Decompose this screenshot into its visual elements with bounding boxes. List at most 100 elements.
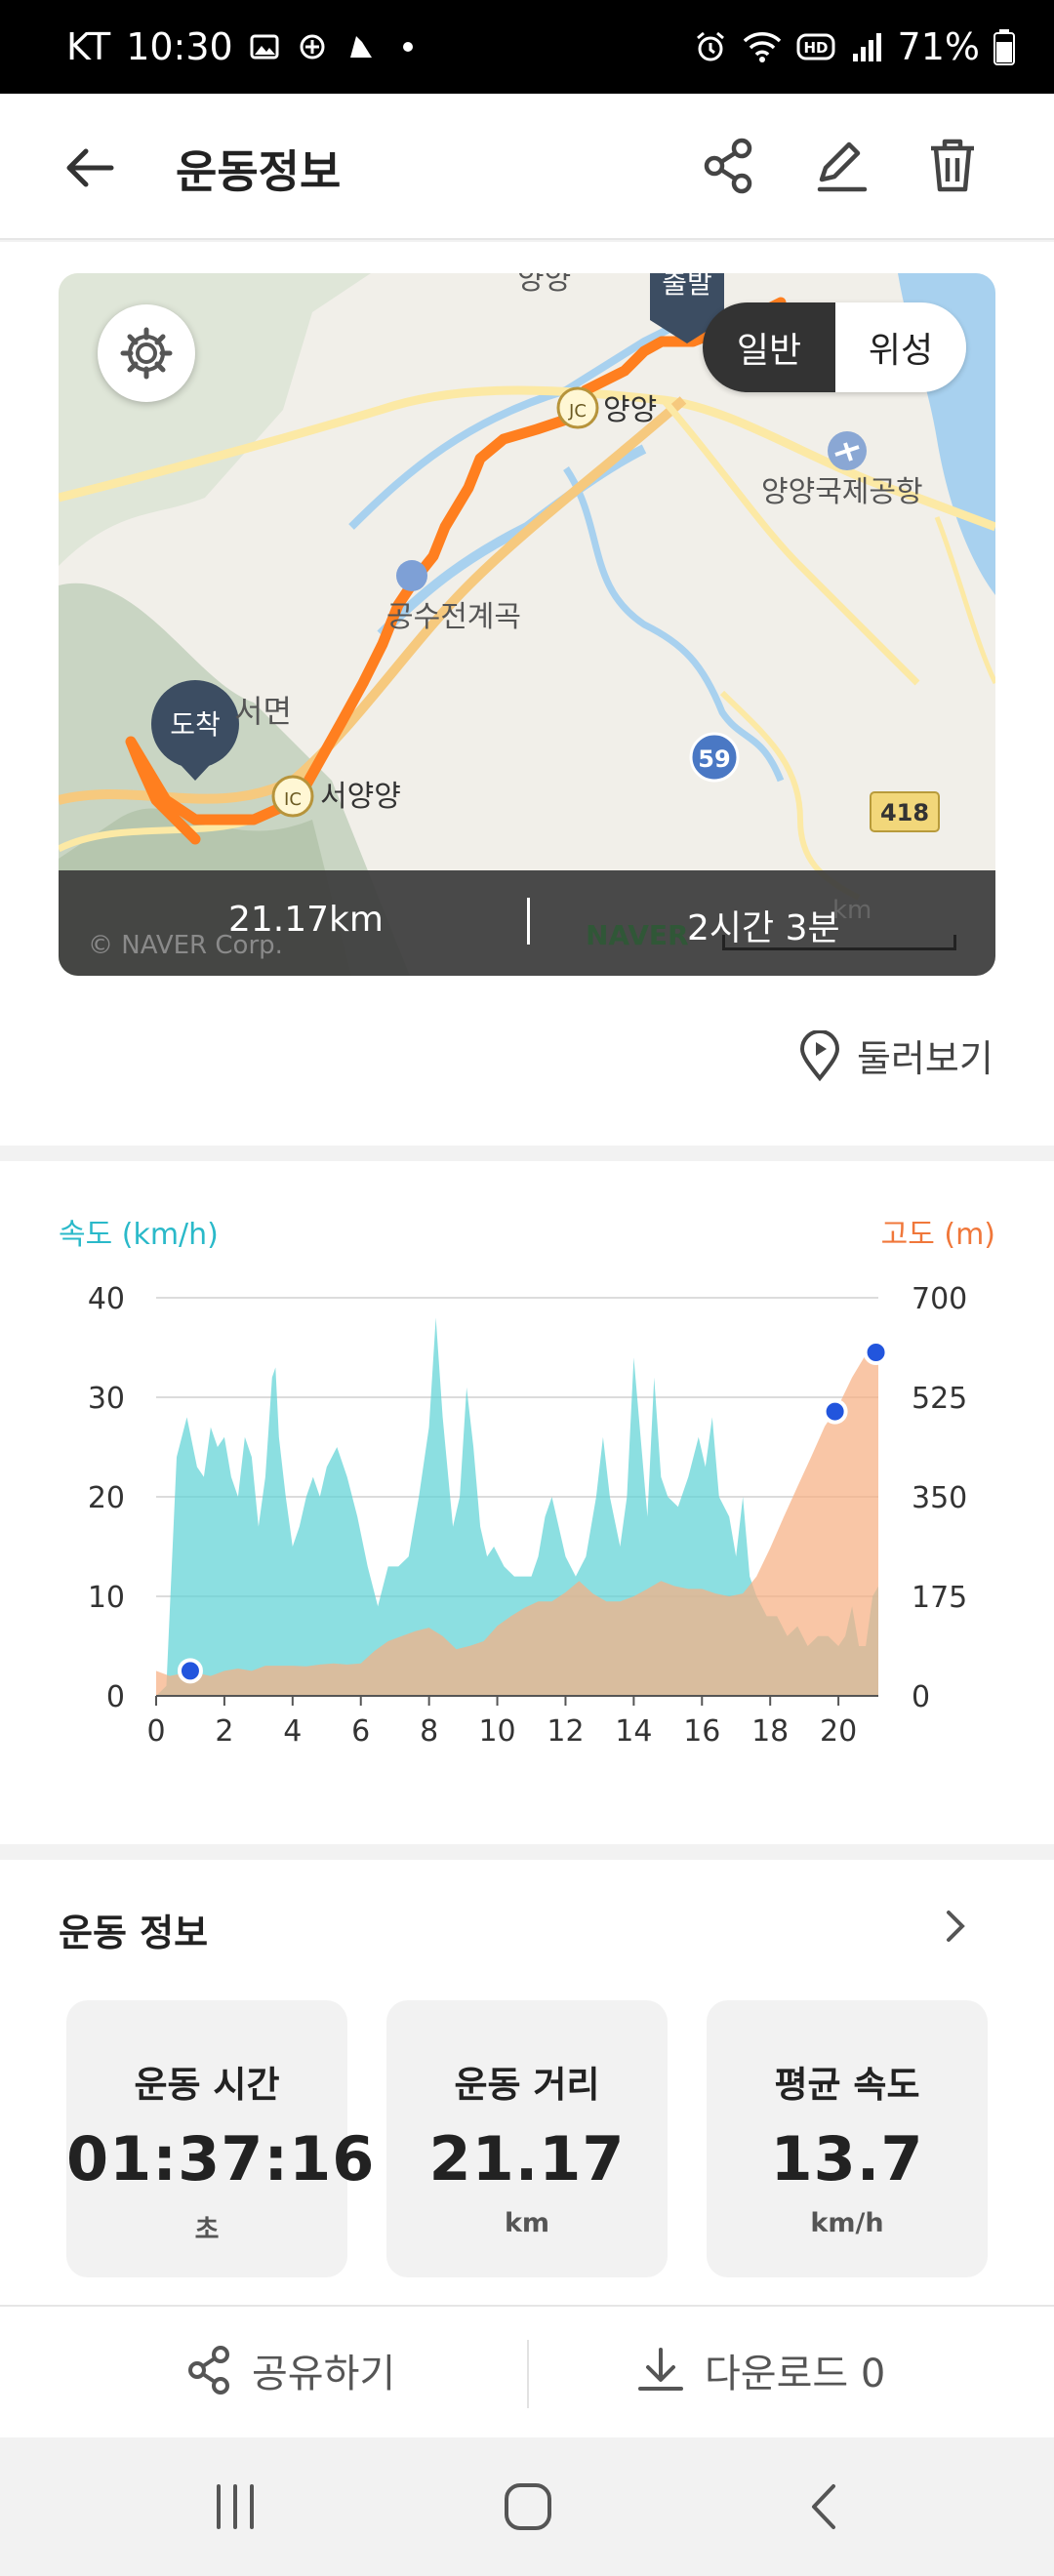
x-tick-label: 20 [820, 1714, 857, 1749]
map-type-normal[interactable]: 일반 [703, 302, 835, 392]
x-tick-label: 18 [751, 1714, 789, 1749]
data-point-marker [177, 1658, 203, 1684]
altitude-area-series [156, 1343, 878, 1696]
battery-percent: 71% [897, 25, 980, 68]
share-button[interactable]: 공유하기 [185, 2342, 395, 2398]
y-right-tick-label: 175 [912, 1581, 967, 1615]
y-left-tick-label: 0 [106, 1680, 125, 1714]
more-notifications-dot [402, 42, 413, 52]
map-label-seomyeon: 서면 [234, 693, 292, 730]
hd-voice-icon: HD [796, 33, 835, 60]
gallery-notification-icon [250, 34, 279, 60]
battery-icon [993, 29, 1015, 65]
download-button[interactable]: 다운로드 0 [634, 2342, 885, 2398]
map-copyright: © NAVER Corp. [88, 931, 283, 960]
naver-watermark: NAVER [586, 919, 689, 951]
stat-value: 13.7 [770, 2123, 924, 2194]
back-arrow-icon[interactable] [61, 139, 119, 197]
map-label-yangyang: 양양 [603, 393, 657, 427]
stat-card-time: 운동 시간 01:37:16 초 [66, 2000, 376, 2277]
gear-icon [120, 327, 173, 380]
map-type-satellite[interactable]: 위성 [835, 302, 966, 392]
route-59-label: 59 [698, 745, 730, 773]
map-label-gongsu: 공수전계곡 [386, 600, 521, 634]
app-notification-icon [300, 34, 325, 60]
route-duration: 2시간 3분 [687, 908, 840, 948]
app-bar: 운동정보 [0, 94, 1054, 240]
wifi-icon [743, 32, 781, 62]
route-map[interactable]: 출발 도착 양양 JC 양양 양양국제공항 공수전계곡 서면 IC 서양양 59… [59, 273, 995, 976]
edit-icon[interactable] [810, 135, 872, 197]
share-icon[interactable] [699, 135, 761, 197]
location-pin-icon [799, 1029, 840, 1081]
summary-divider [527, 898, 530, 945]
route-distance: 21.17km [228, 900, 384, 940]
map-label-seoyangyang: 서양양 [320, 780, 401, 814]
exercise-info-title: 운동 정보 [59, 1912, 209, 1954]
recent-apps-icon[interactable] [209, 2480, 262, 2533]
system-navigation-bar [0, 2437, 1054, 2576]
map-label-airport: 양양국제공항 [761, 475, 923, 509]
svg-text:HD: HD [803, 39, 828, 57]
stat-value: 01:37:16 [66, 2123, 376, 2194]
x-tick-label: 4 [283, 1714, 302, 1749]
end-pin: 도착 [151, 680, 239, 781]
action-divider [527, 2340, 529, 2408]
download-label: 다운로드 0 [705, 2352, 886, 2396]
map-label-top: 양양 [517, 273, 571, 297]
map-type-toggle: 일반 위성 [703, 302, 966, 392]
y-right-tick-label: 0 [912, 1680, 930, 1714]
stat-label: 평균 속도 [774, 2064, 920, 2106]
map-scale-bar: km [722, 896, 956, 950]
carrier-label: KT [66, 25, 111, 68]
x-tick-label: 10 [478, 1714, 515, 1749]
x-tick-label: 2 [215, 1714, 233, 1749]
start-pin-label: 출발 [662, 273, 712, 300]
y-left-tick-label: 30 [88, 1382, 125, 1416]
look-around-button[interactable]: 둘러보기 [796, 1028, 993, 1082]
system-back-icon[interactable] [800, 2480, 853, 2533]
look-around-label: 둘러보기 [857, 1037, 993, 1080]
x-tick-label: 14 [615, 1714, 652, 1749]
page-title: 운동정보 [176, 145, 342, 198]
y-right-tick-label: 525 [912, 1382, 967, 1416]
status-bar: KT 10:30 HD 71% [0, 0, 1054, 94]
speed-axis-label: 속도 (km/h) [59, 1218, 219, 1252]
map-settings-button[interactable] [98, 304, 195, 402]
x-tick-label: 0 [146, 1714, 165, 1749]
share-icon [188, 2346, 229, 2395]
data-point-marker [863, 1339, 889, 1365]
home-icon[interactable] [502, 2480, 554, 2533]
alarm-icon [696, 31, 724, 61]
route-418-label: 418 [880, 799, 929, 826]
share-label: 공유하기 [252, 2352, 396, 2396]
end-pin-label: 도착 [170, 708, 221, 741]
airport-icon [828, 431, 867, 470]
delete-icon[interactable] [921, 135, 984, 197]
ic-label: IC [284, 789, 302, 810]
stat-value: 21.17 [428, 2123, 626, 2194]
x-tick-label: 6 [351, 1714, 370, 1749]
y-left-tick-label: 40 [88, 1282, 125, 1316]
y-right-tick-label: 700 [912, 1282, 967, 1316]
jc-label: JC [568, 401, 587, 422]
altitude-axis-label: 고도 (m) [880, 1218, 995, 1252]
signal-icon [852, 33, 881, 61]
y-left-tick-label: 10 [88, 1581, 125, 1615]
clock: 10:30 [126, 25, 233, 68]
chevron-right-icon[interactable] [935, 1907, 974, 1946]
map-scale-unit: km [832, 896, 872, 925]
stat-unit: km/h [810, 2208, 884, 2238]
route-summary-bar: © NAVER Corp. NAVER km 21.17km 2시간 3분 [59, 870, 995, 976]
y-right-tick-label: 350 [912, 1481, 967, 1515]
x-tick-label: 12 [547, 1714, 584, 1749]
download-icon [638, 2348, 683, 2391]
stat-label: 운동 시간 [134, 2064, 280, 2106]
stat-label: 운동 거리 [454, 2064, 600, 2106]
stat-unit: 초 [194, 2215, 220, 2245]
shoe-notification-icon [349, 36, 372, 58]
y-left-tick-label: 20 [88, 1481, 125, 1515]
bottom-action-bar: 공유하기 다운로드 0 [0, 2305, 1054, 2437]
data-point-marker [822, 1398, 848, 1425]
